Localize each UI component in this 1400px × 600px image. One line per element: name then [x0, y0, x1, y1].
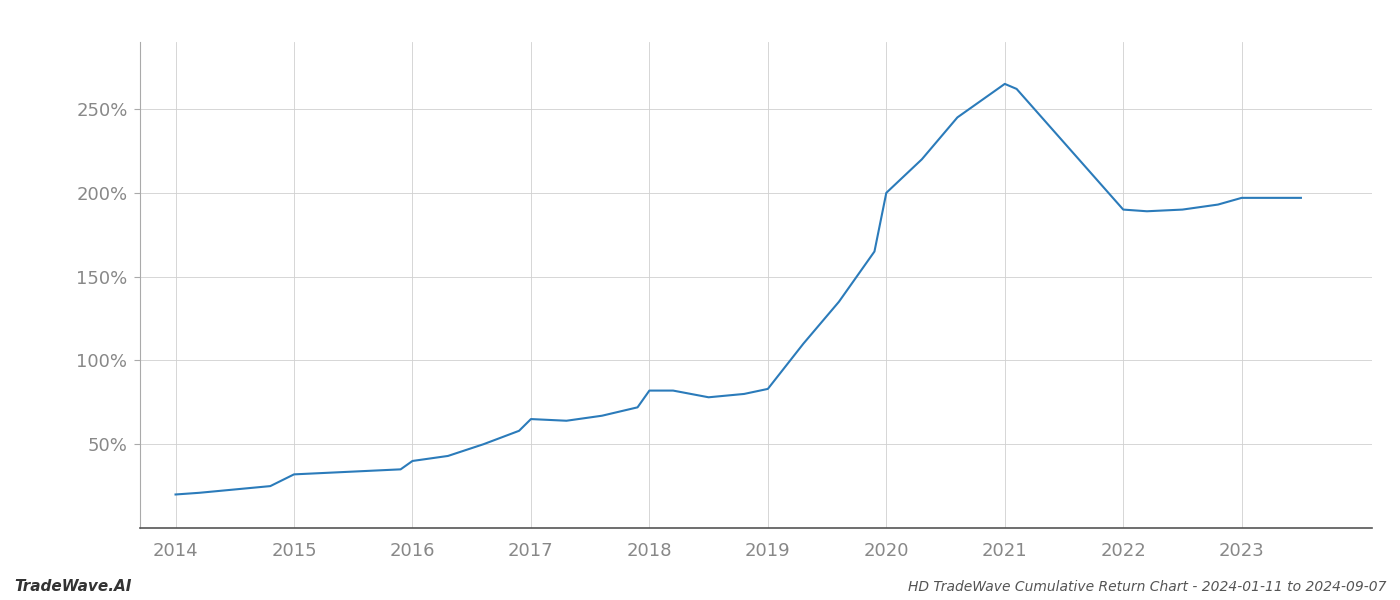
Text: TradeWave.AI: TradeWave.AI: [14, 579, 132, 594]
Text: HD TradeWave Cumulative Return Chart - 2024-01-11 to 2024-09-07: HD TradeWave Cumulative Return Chart - 2…: [907, 580, 1386, 594]
